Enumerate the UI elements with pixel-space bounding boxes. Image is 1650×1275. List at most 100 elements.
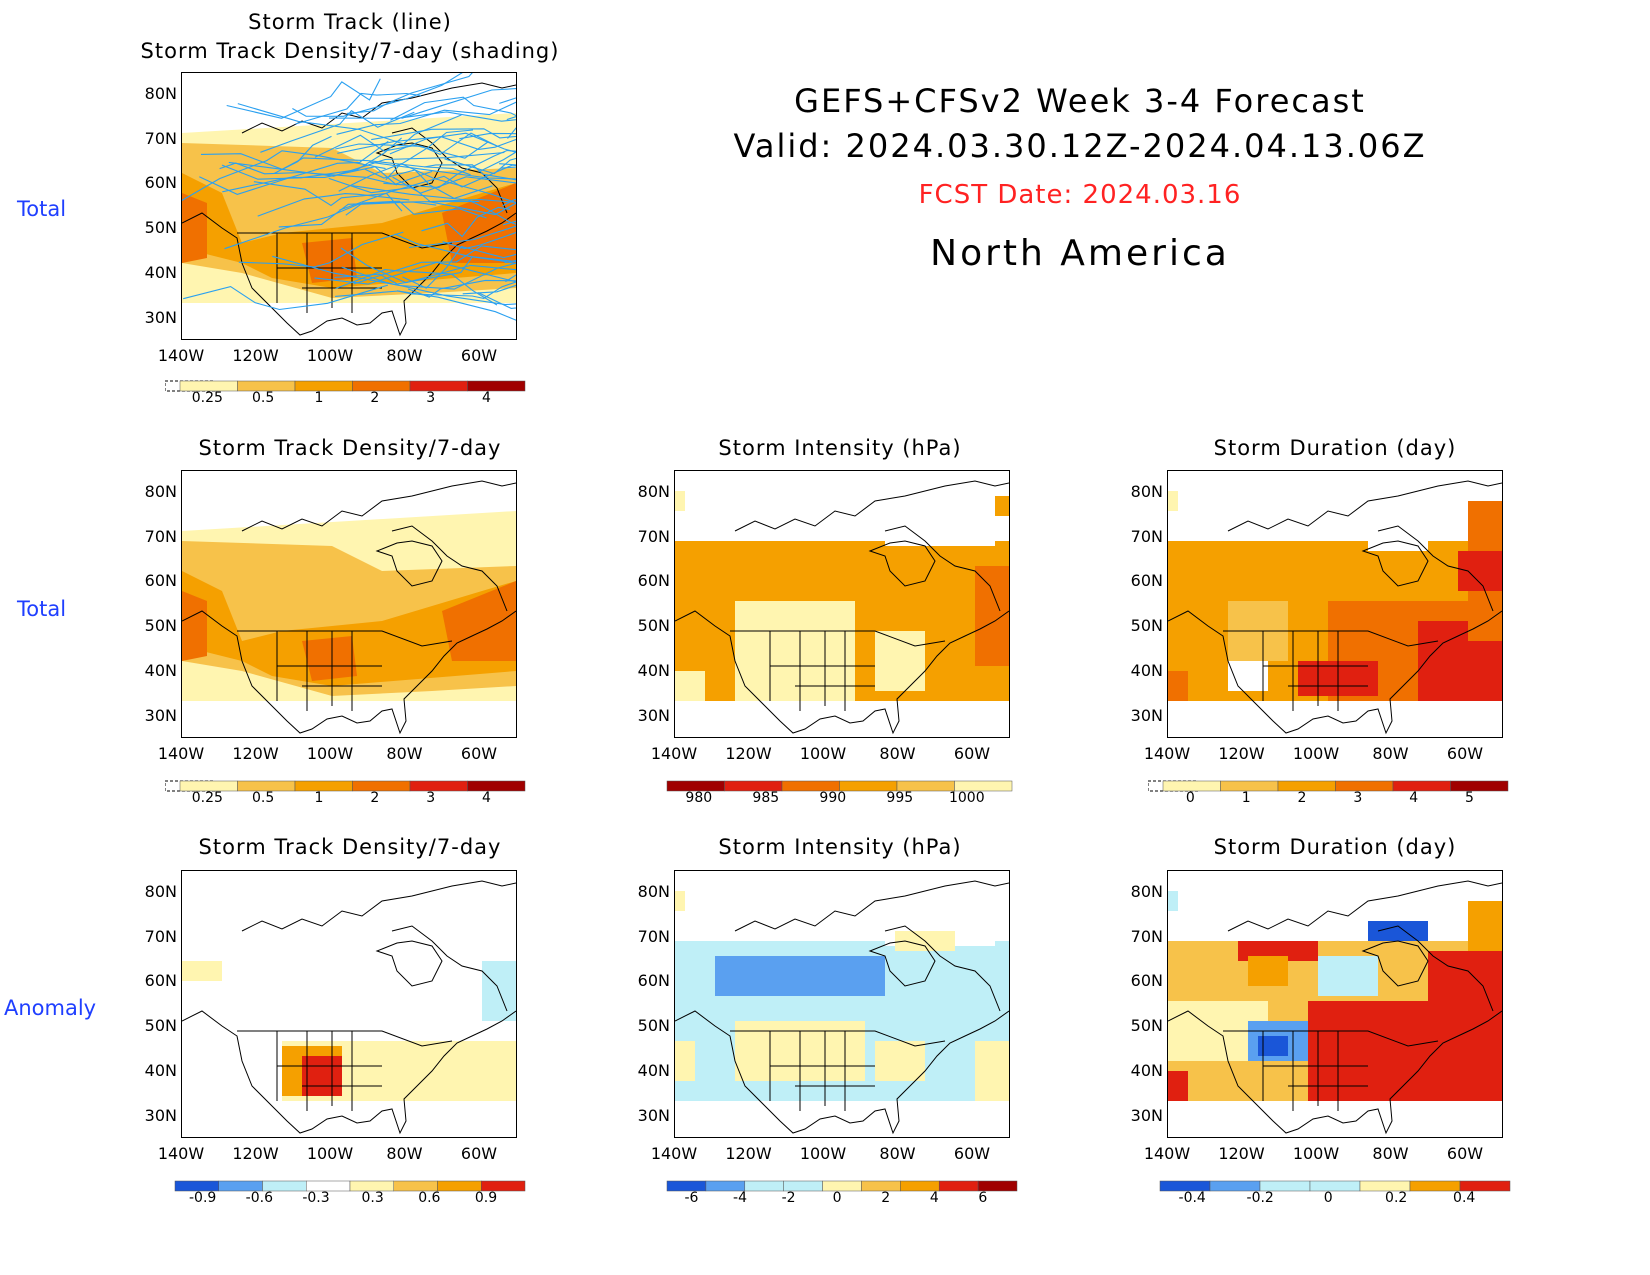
coastline [1168, 610, 1502, 735]
colorbar-label: 0 [1185, 790, 1195, 806]
lat-tick-label: 80N [637, 882, 670, 901]
colorbar [164, 378, 540, 397]
colorbar-label: 990 [819, 790, 847, 806]
colorbar-label: 5 [1465, 790, 1474, 806]
lon-tick-label: 60W [460, 1144, 498, 1163]
colorbar-label: 0.9 [474, 1190, 498, 1206]
arctic-coast [1227, 480, 1502, 612]
lon-tick-label: 80W [879, 744, 916, 763]
hudson-bay [1361, 540, 1429, 587]
arctic-coast [734, 480, 1009, 612]
panel6-title: Storm Duration (day) [1213, 835, 1457, 859]
colorbar-swatch [481, 1180, 526, 1192]
density-anom-cell [302, 1056, 342, 1096]
colorbar-label: 6 [978, 1190, 988, 1206]
duration-anom-cell [1168, 891, 1178, 911]
storm-track-line [257, 193, 410, 217]
colorbar-label: -2 [781, 1190, 796, 1206]
state-borders [730, 1030, 946, 1111]
row-label-anomaly: Anomaly [4, 996, 97, 1020]
lat-tick-label: 50N [637, 616, 670, 636]
arctic-coast [734, 880, 1009, 1012]
storm-track-line [346, 73, 473, 114]
storm-track-line [336, 101, 516, 135]
forecast-date: FCST Date: 2024.03.16 [918, 180, 1242, 210]
storm-track-line [292, 73, 463, 117]
storm-track-line [401, 88, 516, 119]
colorbar-label: 3 [426, 390, 436, 406]
state-borders [730, 630, 946, 711]
storm-track-line [338, 129, 474, 192]
lon-tick-label: 60W [953, 744, 991, 763]
colorbar-label: 1 [314, 390, 324, 406]
lon-tick-label: 120W [232, 346, 279, 365]
storm-track-line [396, 281, 516, 299]
lon-tick-label: 80W [879, 1144, 916, 1163]
storm-track-line [345, 200, 487, 219]
intensity-cell [995, 496, 1009, 516]
lat-tick-label: 80N [144, 882, 177, 901]
intensity-anomaly-map [674, 870, 1010, 1138]
storm-track-line [228, 151, 505, 177]
colorbar-label: 3 [426, 790, 436, 806]
lat-tick-label: 50N [144, 218, 177, 238]
storm-track-line [444, 157, 516, 175]
lat-tick-label: 60N [144, 173, 177, 193]
coastline [1168, 1010, 1502, 1135]
colorbar-label: 2 [370, 390, 380, 406]
storm-track-line [442, 232, 516, 250]
colorbar [160, 1178, 540, 1197]
storm-track-line [353, 245, 516, 285]
lat-tick-label: 60N [637, 971, 670, 991]
colorbar-label: 2 [1297, 790, 1307, 806]
duration-cell [1168, 491, 1178, 511]
intensity-total-map [674, 470, 1010, 738]
duration-anom-cell [1258, 1036, 1288, 1056]
lon-tick-label: 120W [1218, 744, 1265, 763]
colorbar-label: -6 [684, 1190, 699, 1206]
storm-track-line [421, 206, 511, 238]
intensity-cell [975, 566, 1009, 666]
lon-tick-label: 100W [1292, 1144, 1340, 1163]
lon-tick-label: 120W [232, 1144, 279, 1163]
intensity-cell [875, 631, 925, 691]
storm-track-line [427, 200, 516, 216]
storm-track-line [408, 225, 516, 249]
row-label-total-2: Total [17, 597, 67, 621]
colorbar-label: 2 [881, 1190, 891, 1206]
colorbar-label: 4 [482, 790, 491, 806]
arctic-coast [241, 880, 516, 1012]
lat-tick-label: 70N [144, 526, 177, 546]
colorbar-swatch [977, 1180, 1018, 1192]
density-anom-cell [182, 961, 222, 981]
lat-tick-label: 80N [144, 84, 177, 103]
colorbar-label: 985 [752, 790, 780, 806]
intensity-cell [885, 521, 995, 546]
coastline [675, 610, 1009, 735]
storm-track-line [383, 149, 516, 189]
lat-tick-label: 80N [1130, 482, 1163, 501]
colorbar-label: 4 [929, 1190, 939, 1206]
arctic-coast [241, 82, 516, 214]
state-borders [1223, 630, 1439, 711]
lon-tick-label: 120W [1218, 1144, 1265, 1163]
duration-cell [1458, 551, 1502, 591]
lon-tick-label: 140W [157, 346, 205, 365]
colorbar-label: 2 [370, 790, 380, 806]
coastline [675, 1010, 1009, 1135]
lon-tick-label: 80W [1372, 1144, 1409, 1163]
region-name: North America [930, 233, 1230, 274]
lon-tick-label: 140W [650, 1144, 698, 1163]
lat-tick-label: 40N [637, 660, 670, 680]
density-west-max [182, 591, 207, 661]
panel4-title: Storm Track Density/7-day [198, 835, 502, 859]
duration-anom-cell [1318, 956, 1378, 996]
hudson-bay [375, 940, 443, 987]
lat-tick-label: 80N [637, 482, 670, 501]
colorbar [164, 778, 540, 797]
lon-tick-label: 140W [1143, 1144, 1191, 1163]
forecast-title: GEFS+CFSv2 Week 3-4 Forecast [794, 82, 1366, 120]
colorbar [1145, 1178, 1525, 1197]
lat-tick-label: 70N [1130, 526, 1163, 546]
lat-tick-label: 60N [144, 571, 177, 591]
